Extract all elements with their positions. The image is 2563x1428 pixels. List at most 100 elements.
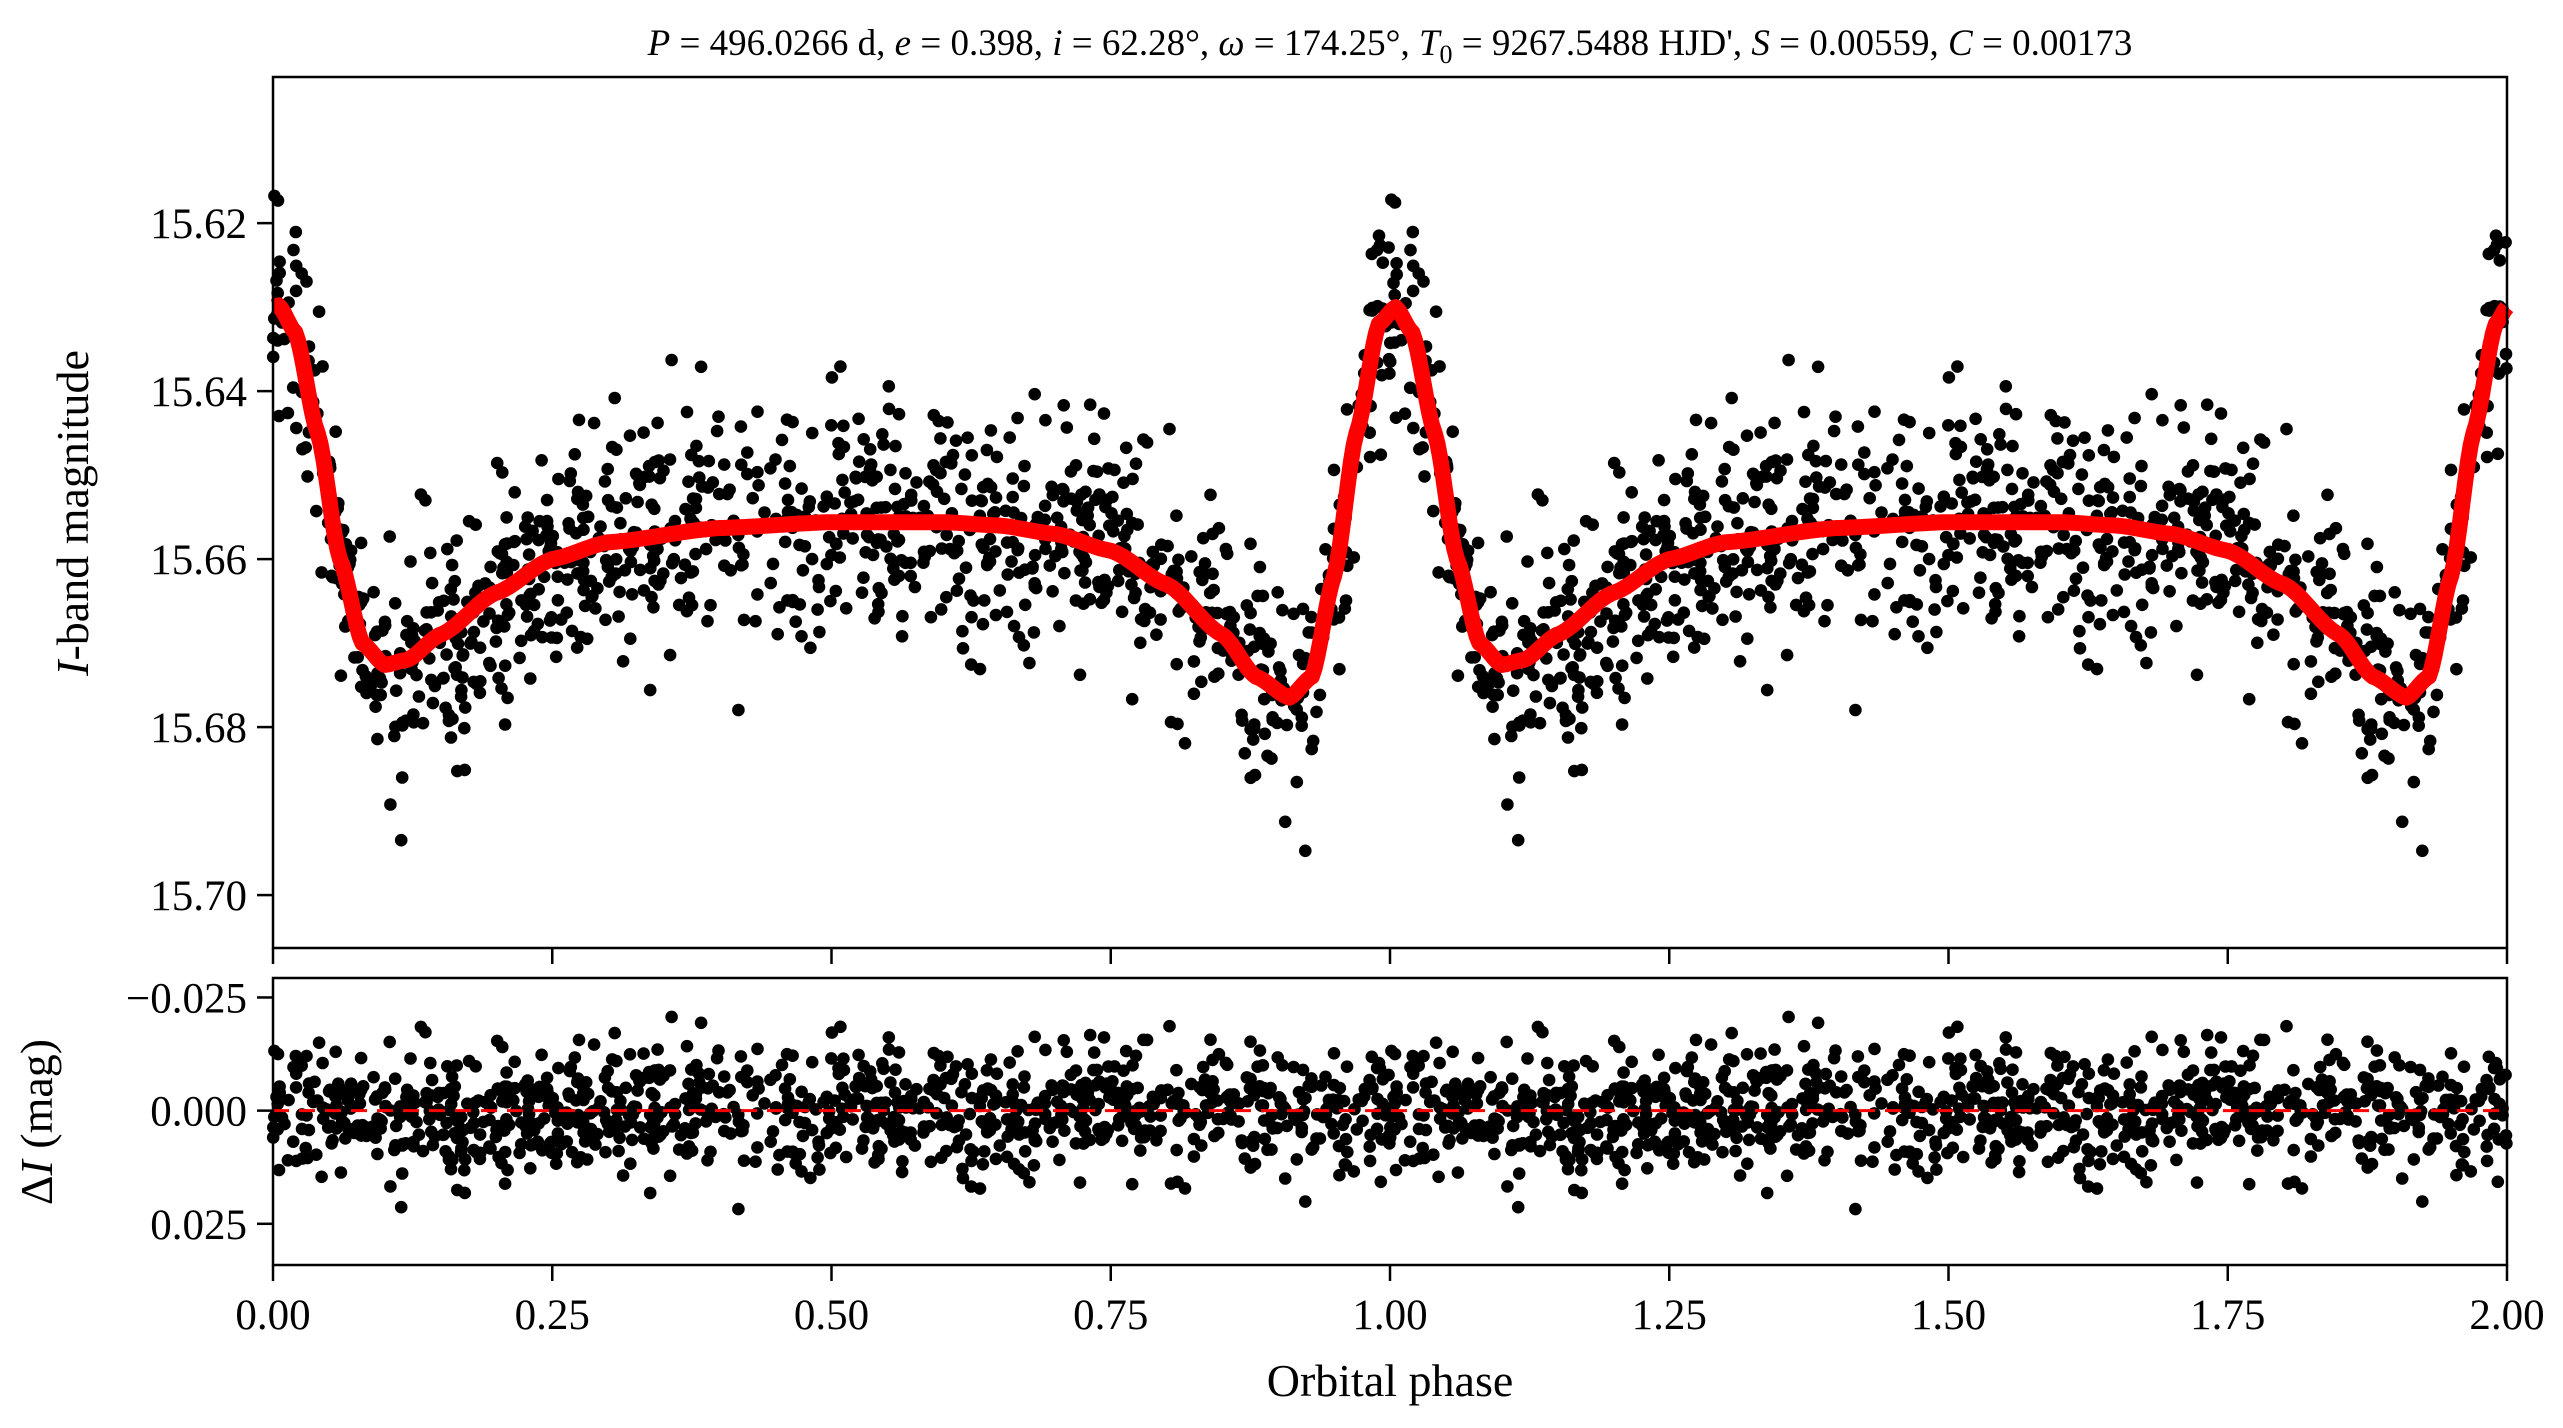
residual-point: [1376, 1097, 1389, 1111]
residual-point: [2082, 1154, 2095, 1168]
observation-point: [1769, 578, 1782, 591]
residual-point: [1578, 1097, 1591, 1110]
title-segment: S: [1751, 23, 1770, 64]
observation-point: [2001, 463, 2014, 477]
residual-point: [2407, 1153, 2421, 1166]
observation-point: [1125, 578, 1138, 591]
observation-point: [2072, 482, 2085, 496]
residual-point: [934, 1059, 947, 1072]
observation-point: [934, 603, 948, 616]
observation-point: [1244, 771, 1257, 785]
observation-point: [1988, 597, 2002, 611]
observation-point: [2135, 598, 2149, 612]
residual-point: [1419, 1086, 1432, 1099]
observation-point: [1980, 443, 1994, 456]
observation-point: [478, 577, 492, 590]
observation-point: [1505, 729, 1518, 743]
observation-point: [917, 499, 931, 513]
residual-point: [2056, 1071, 2070, 1085]
observation-point: [2004, 562, 2017, 575]
title-segment: C: [1948, 23, 1974, 64]
residual-point: [1639, 1107, 1653, 1121]
residual-point: [306, 1095, 320, 1109]
observation-point: [1994, 438, 2007, 451]
observation-point: [1243, 623, 1257, 636]
residual-point: [781, 1145, 794, 1158]
observation-point: [680, 604, 694, 618]
observation-point: [354, 536, 368, 550]
residual-point: [1440, 1083, 1454, 1097]
residual-point: [1685, 1051, 1699, 1064]
observation-point: [1770, 471, 1784, 485]
observation-point: [1928, 603, 1941, 616]
observation-point: [1023, 656, 1036, 670]
observation-point: [860, 528, 874, 542]
observation-point: [812, 573, 825, 587]
observation-point: [2248, 518, 2261, 531]
observation-point: [1465, 651, 1478, 664]
residual-point: [1537, 1096, 1550, 1109]
observation-point: [1726, 553, 1740, 566]
observation-point: [712, 410, 725, 424]
residual-point: [444, 1162, 458, 1176]
residual-point: [1540, 1113, 1553, 1126]
residual-point: [1447, 1098, 1460, 1112]
residual-point: [825, 1052, 838, 1065]
observation-point: [614, 516, 627, 530]
observation-point: [1956, 602, 1970, 615]
observation-point: [1432, 566, 1445, 579]
title-segment: = 9267.5488 HJD',: [1453, 23, 1752, 64]
observation-point: [436, 672, 450, 685]
observation-point: [1662, 611, 1675, 624]
residual-point: [2389, 1091, 2403, 1104]
observation-point: [1915, 540, 1929, 553]
residual-point: [289, 1081, 303, 1094]
observation-point: [1782, 353, 1795, 367]
observation-point: [1484, 585, 1497, 599]
residual-point: [2453, 1118, 2467, 1132]
observation-point: [1506, 684, 1520, 697]
residual-point: [2118, 1130, 2131, 1143]
residual-point: [1902, 1098, 1915, 1111]
residual-point: [1487, 1090, 1501, 1103]
residual-point: [1821, 1145, 1834, 1159]
residual-point: [1657, 1071, 1671, 1085]
residual-point: [653, 1073, 667, 1086]
residual-point: [699, 1115, 713, 1128]
observation-point: [1987, 536, 2001, 550]
residual-point: [2116, 1096, 2129, 1109]
observation-point: [1150, 628, 1163, 641]
observation-point: [642, 459, 656, 473]
observation-point: [1220, 547, 1234, 561]
residual-point: [581, 1087, 595, 1101]
observation-point: [2251, 636, 2264, 650]
observation-point: [2196, 485, 2209, 499]
residual-point: [1119, 1044, 1133, 1058]
observation-point: [2244, 591, 2258, 605]
residual-point: [1819, 1067, 1833, 1081]
observation-point: [2156, 542, 2169, 556]
residual-point: [2196, 1076, 2209, 1090]
residual-point: [1600, 1140, 1613, 1153]
observation-point: [1053, 619, 1066, 633]
residual-point: [965, 1154, 978, 1168]
observation-point: [741, 467, 754, 481]
observation-point: [1471, 536, 1485, 550]
residual-point: [956, 1162, 969, 1176]
residual-point: [1143, 1124, 1157, 1137]
observation-point: [1163, 422, 1176, 436]
observation-point: [838, 486, 851, 499]
observation-point: [1754, 584, 1768, 597]
observation-point: [737, 613, 751, 627]
residual-point: [1619, 1118, 1633, 1132]
observation-point: [2289, 553, 2302, 567]
observation-point: [917, 556, 930, 569]
residual-point: [2444, 1127, 2457, 1140]
residual-point: [441, 1060, 454, 1073]
residual-point: [852, 1048, 865, 1062]
residual-point: [2344, 1088, 2358, 1101]
observation-point: [1764, 601, 1777, 614]
observation-point: [2304, 687, 2318, 701]
residual-point: [2271, 1124, 2284, 1138]
